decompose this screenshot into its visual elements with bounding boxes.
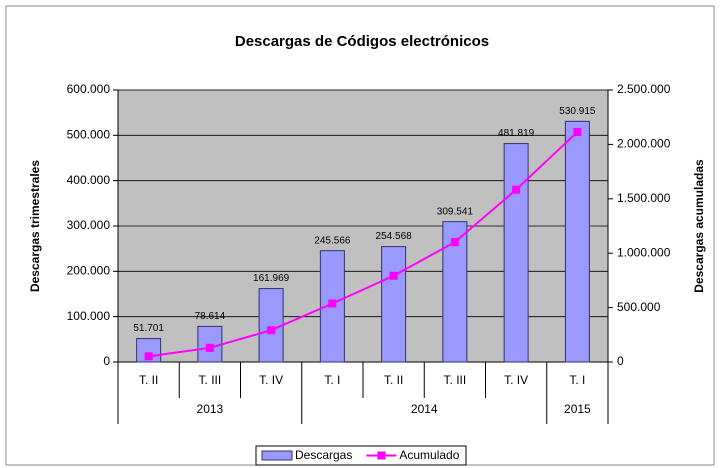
legend-swatch-marker xyxy=(377,451,386,460)
line-marker xyxy=(389,271,398,280)
y-tick-label: 100.000 xyxy=(67,309,111,323)
value-label: 51.701 xyxy=(133,323,164,334)
value-label: 530.915 xyxy=(559,106,596,117)
line-marker xyxy=(267,326,276,335)
line-marker xyxy=(328,299,337,308)
bar xyxy=(564,120,590,363)
y2-tick-label: 2.000.000 xyxy=(617,137,671,151)
legend-label: Descargas xyxy=(295,448,352,462)
x-tick-label: T. II xyxy=(139,373,158,387)
x-tick-label: T. III xyxy=(199,373,222,387)
year-label: 2015 xyxy=(564,402,591,416)
line-marker xyxy=(450,238,459,247)
line-marker xyxy=(144,352,153,361)
x-tick-label: T. IV xyxy=(504,373,528,387)
y-tick-label: 200.000 xyxy=(67,264,111,278)
x-tick-label: T. I xyxy=(569,373,585,387)
y-tick-label: 500.000 xyxy=(67,128,111,142)
y-axis-label: Descargas trimestrales xyxy=(28,160,42,292)
value-label: 309.541 xyxy=(437,206,474,217)
value-label: 78.614 xyxy=(195,311,226,322)
value-label: 254.568 xyxy=(376,231,413,242)
y-tick-label: 0 xyxy=(103,354,110,368)
x-tick-label: T. III xyxy=(444,373,467,387)
y2-tick-label: 1.500.000 xyxy=(617,191,671,205)
line-marker xyxy=(205,343,214,352)
x-tick-label: T. II xyxy=(384,373,403,387)
x-tick-label: T. IV xyxy=(259,373,283,387)
legend-swatch xyxy=(261,450,293,461)
x-tick-label: T. I xyxy=(324,373,340,387)
value-label: 161.969 xyxy=(253,273,290,284)
bar xyxy=(503,143,529,363)
value-label: 481.819 xyxy=(498,128,535,139)
bar xyxy=(381,246,407,363)
chart-title: Descargas de Códigos electrónicos xyxy=(235,33,489,50)
year-label: 2014 xyxy=(411,402,438,416)
year-label: 2013 xyxy=(197,402,224,416)
y-tick-label: 600.000 xyxy=(67,82,111,96)
bar xyxy=(258,288,284,363)
y2-tick-label: 500.000 xyxy=(617,300,661,314)
line-marker xyxy=(512,185,521,194)
value-label: 245.566 xyxy=(314,235,351,246)
line xyxy=(148,131,579,358)
y2-tick-label: 0 xyxy=(617,354,624,368)
legend-label: Acumulado xyxy=(399,448,459,462)
y-tick-label: 400.000 xyxy=(67,173,111,187)
line-marker xyxy=(573,127,582,136)
y2-tick-label: 2.500.000 xyxy=(617,82,671,96)
y-tick-label: 300.000 xyxy=(67,218,111,232)
y2-axis-label: Descargas acumuladas xyxy=(692,159,706,293)
legend-box xyxy=(255,445,467,466)
y2-tick-label: 1.000.000 xyxy=(617,245,671,259)
